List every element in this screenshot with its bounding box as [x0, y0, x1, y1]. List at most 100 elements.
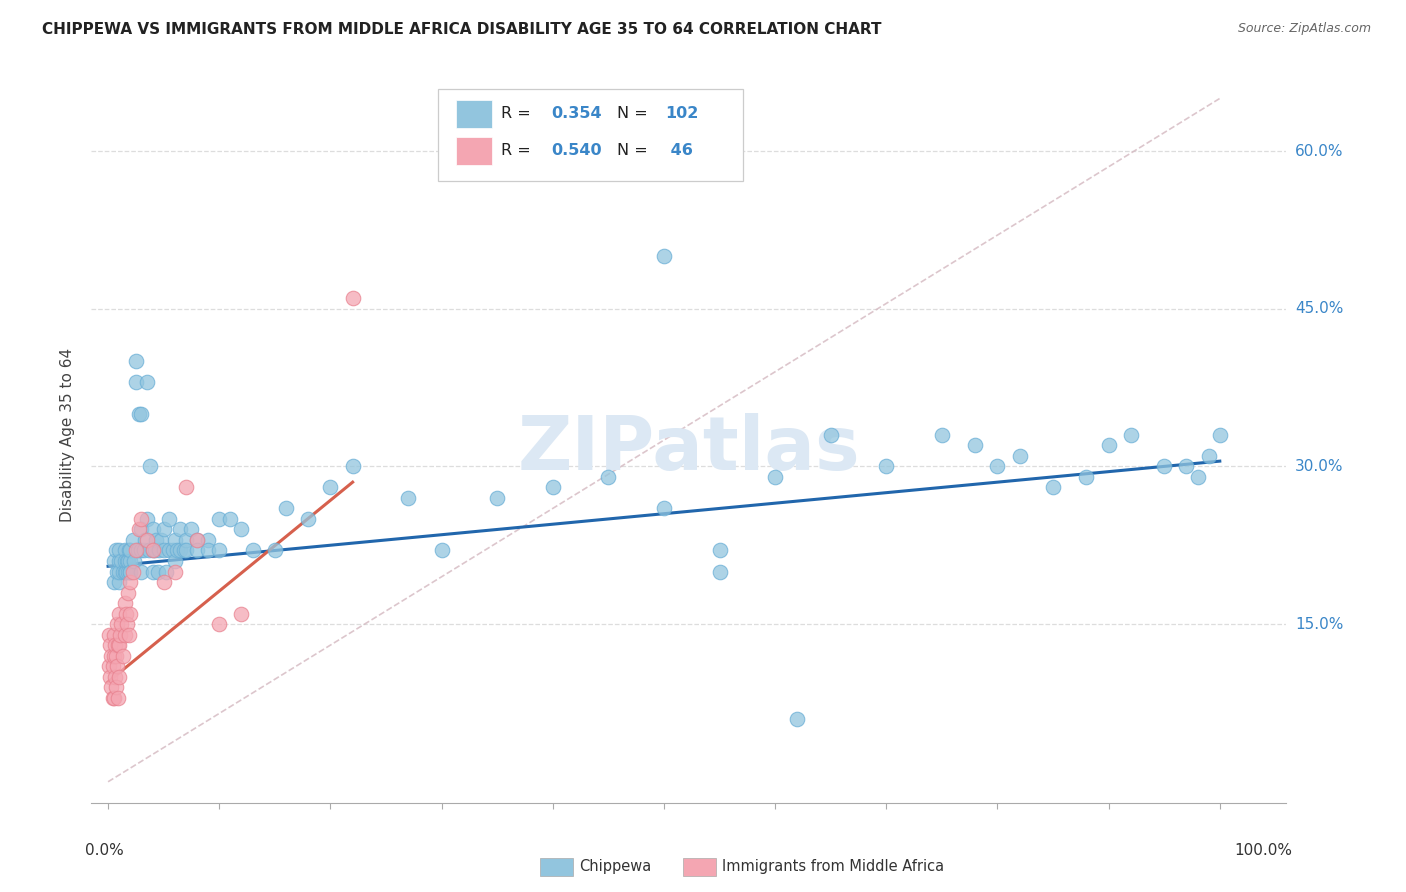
Point: [820, 428, 842, 442]
Point: [104, 543, 127, 558]
Point: [110, 627, 132, 641]
Point: [108, 554, 131, 568]
Point: [1076, 470, 1098, 484]
Point: [598, 470, 620, 484]
Text: Source: ZipAtlas.com: Source: ZipAtlas.com: [1237, 22, 1371, 36]
Point: [114, 627, 136, 641]
Point: [157, 543, 180, 558]
Point: [541, 480, 564, 494]
Point: [342, 459, 364, 474]
Point: [1008, 449, 1031, 463]
Point: [103, 554, 125, 568]
Point: [152, 543, 174, 558]
Point: [103, 648, 125, 663]
Point: [141, 543, 163, 558]
Point: [108, 638, 131, 652]
Point: [117, 585, 139, 599]
Point: [107, 690, 129, 705]
Point: [98, 670, 121, 684]
Point: [117, 565, 139, 579]
FancyBboxPatch shape: [683, 858, 717, 876]
Point: [139, 459, 162, 474]
Point: [141, 523, 163, 537]
Point: [1097, 438, 1119, 452]
Point: [120, 554, 142, 568]
Point: [155, 565, 177, 579]
Point: [1119, 428, 1142, 442]
Point: [125, 543, 148, 558]
Text: N =: N =: [617, 143, 654, 158]
Point: [173, 543, 195, 558]
Point: [108, 565, 131, 579]
FancyBboxPatch shape: [540, 858, 574, 876]
Point: [98, 659, 121, 673]
Point: [131, 543, 153, 558]
Point: [120, 607, 142, 621]
Point: [98, 638, 121, 652]
Point: [101, 690, 124, 705]
Point: [136, 512, 159, 526]
Point: [114, 565, 136, 579]
Point: [134, 533, 156, 547]
Point: [652, 501, 675, 516]
Point: [141, 543, 163, 558]
Point: [1175, 459, 1198, 474]
Point: [105, 617, 128, 632]
Text: 30.0%: 30.0%: [1295, 458, 1343, 474]
Point: [108, 575, 131, 590]
Text: R =: R =: [502, 106, 536, 120]
Point: [157, 512, 180, 526]
Point: [128, 407, 150, 421]
Point: [115, 554, 138, 568]
Point: [186, 533, 208, 547]
Point: [430, 543, 453, 558]
Point: [174, 543, 197, 558]
Text: 0.0%: 0.0%: [86, 843, 124, 858]
Point: [145, 533, 167, 547]
Point: [169, 543, 191, 558]
Point: [143, 543, 166, 558]
Point: [115, 607, 138, 621]
Point: [110, 617, 132, 632]
FancyBboxPatch shape: [456, 136, 492, 165]
Point: [931, 428, 953, 442]
Point: [117, 554, 139, 568]
Point: [1042, 480, 1064, 494]
Point: [111, 565, 134, 579]
Text: 15.0%: 15.0%: [1295, 616, 1343, 632]
Point: [131, 565, 153, 579]
Text: CHIPPEWA VS IMMIGRANTS FROM MIDDLE AFRICA DISABILITY AGE 35 TO 64 CORRELATION CH: CHIPPEWA VS IMMIGRANTS FROM MIDDLE AFRIC…: [42, 22, 882, 37]
Point: [108, 670, 131, 684]
Point: [141, 565, 163, 579]
Point: [131, 523, 153, 537]
Point: [152, 523, 174, 537]
Point: [136, 376, 159, 390]
Point: [1153, 459, 1175, 474]
Text: Chippewa: Chippewa: [579, 859, 651, 874]
Point: [146, 565, 169, 579]
Point: [174, 533, 197, 547]
Point: [103, 690, 125, 705]
Text: 60.0%: 60.0%: [1295, 144, 1343, 159]
Point: [709, 565, 731, 579]
Point: [219, 512, 242, 526]
Point: [125, 354, 148, 368]
Point: [114, 543, 136, 558]
Point: [709, 543, 731, 558]
Point: [121, 533, 143, 547]
Point: [136, 533, 159, 547]
Point: [127, 543, 149, 558]
Point: [105, 565, 128, 579]
Point: [121, 565, 143, 579]
Point: [114, 554, 136, 568]
Point: [107, 638, 129, 652]
Text: 0.354: 0.354: [551, 106, 602, 120]
Text: 45.0%: 45.0%: [1295, 301, 1343, 316]
Point: [208, 512, 231, 526]
Point: [120, 575, 142, 590]
Point: [150, 533, 173, 547]
Point: [104, 670, 127, 684]
Point: [652, 249, 675, 263]
Text: 102: 102: [665, 106, 699, 120]
Point: [208, 543, 231, 558]
